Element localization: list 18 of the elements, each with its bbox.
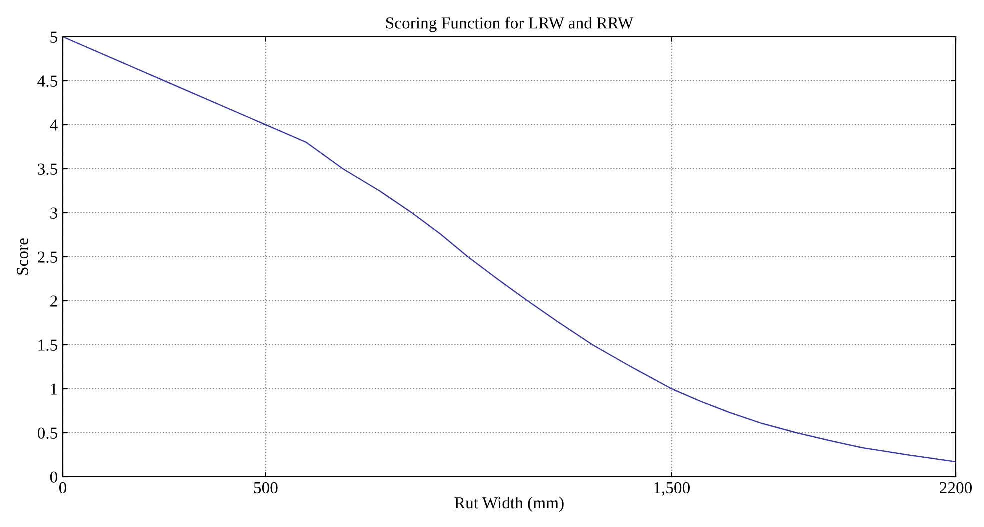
y-tick-label: 5	[50, 32, 58, 43]
y-tick-label: 3.5	[38, 164, 58, 176]
chart-title: Scoring Function for LRW and RRW	[386, 16, 634, 32]
x-tick-label: 500	[254, 482, 278, 494]
y-tick-label: 1.5	[38, 340, 58, 352]
x-axis-title: Rut Width (mm)	[454, 496, 564, 512]
x-tick-label: 2200	[940, 482, 972, 494]
x-tick-label: 0	[59, 482, 67, 494]
y-tick-label: 0	[50, 472, 58, 483]
y-tick-label: 2.5	[38, 252, 58, 264]
x-tick-label: 1,500	[654, 482, 690, 496]
y-tick-label: 2	[50, 296, 58, 307]
y-tick-label: 0.5	[38, 428, 58, 440]
y-tick-label: 1	[51, 384, 58, 395]
y-axis-title: Score	[17, 238, 28, 275]
y-tick-label: 4	[50, 120, 58, 131]
y-tick-label: 4.5	[38, 76, 58, 88]
y-tick-label: 3	[50, 208, 58, 219]
